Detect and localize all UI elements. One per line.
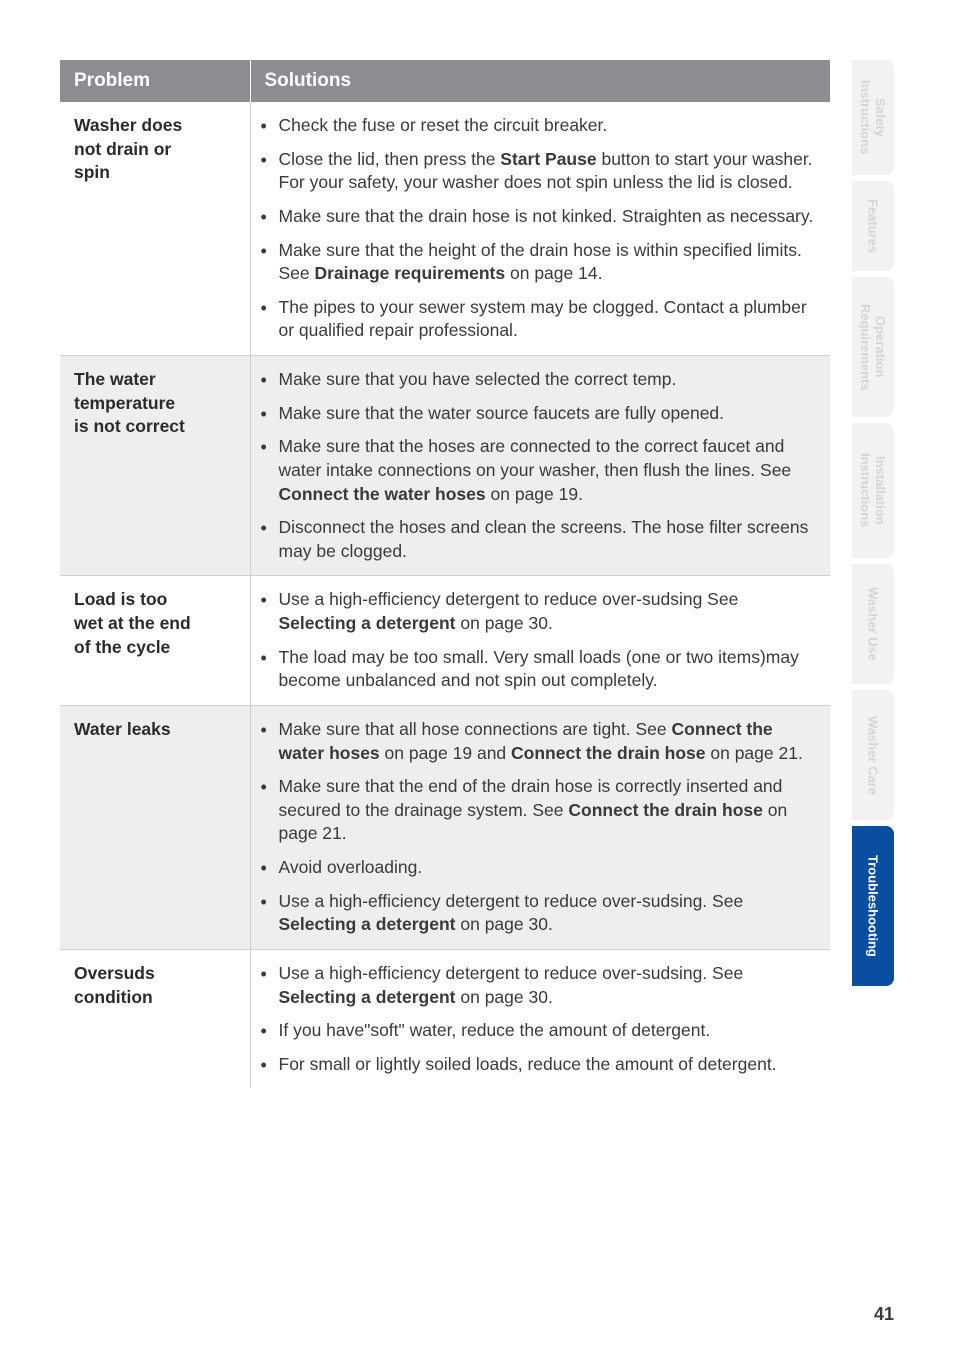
troubleshooting-table: Problem Solutions Washer doesnot drain o… [60,60,830,1088]
side-tab[interactable]: Washer Care [852,690,894,820]
solution-item: The pipes to your sewer system may be cl… [261,296,817,343]
solutions-cell: Make sure that you have selected the cor… [250,356,830,576]
solution-item: Use a high-efficiency detergent to reduc… [261,962,817,1009]
side-tab[interactable]: Safety Instructions [852,60,894,175]
side-tab[interactable]: Troubleshooting [852,826,894,986]
solution-item: The load may be too small. Very small lo… [261,646,817,693]
table-row: Washer doesnot drain orspin Check the fus… [60,102,830,356]
solutions-cell: Make sure that all hose connections are … [250,705,830,949]
solution-item: Make sure that the hoses are connected t… [261,435,817,506]
solutions-cell: Use a high-efficiency detergent to reduc… [250,949,830,1088]
solution-item: Use a high-efficiency detergent to reduc… [261,890,817,937]
solution-item: Make sure that the height of the drain h… [261,239,817,286]
solution-item: Make sure that the end of the drain hose… [261,775,817,846]
side-tab[interactable]: Installation Instructions [852,423,894,558]
solution-item: Close the lid, then press the Start Paus… [261,148,817,195]
solutions-cell: Check the fuse or reset the circuit brea… [250,102,830,356]
table-row: Load is toowet at the endof the cycleUse… [60,576,830,706]
problem-cell: Water leaks [60,705,250,949]
solutions-cell: Use a high-efficiency detergent to reduc… [250,576,830,706]
problem-cell: Washer doesnot drain orspin [60,102,250,356]
solution-item: Use a high-efficiency detergent to reduc… [261,588,817,635]
page-number: 41 [874,1304,894,1325]
solution-item: Make sure that you have selected the cor… [261,368,817,392]
solution-item: Disconnect the hoses and clean the scree… [261,516,817,563]
solution-item: Check the fuse or reset the circuit brea… [261,114,817,138]
col-header-problem: Problem [60,60,250,102]
col-header-solutions: Solutions [250,60,830,102]
solution-item: Make sure that the water source faucets … [261,402,817,426]
table-row: OversudsconditionUse a high-efficiency d… [60,949,830,1088]
solution-item: Avoid overloading. [261,856,817,880]
solution-item: For small or lightly soiled loads, reduc… [261,1053,817,1077]
problem-cell: Load is toowet at the endof the cycle [60,576,250,706]
side-tab[interactable]: Operation Requirements [852,277,894,417]
solution-item: Make sure that the drain hose is not kin… [261,205,817,229]
table-row: The watertemperatureis not correctMake s… [60,356,830,576]
side-tab[interactable]: Features [852,181,894,271]
problem-cell: The watertemperatureis not correct [60,356,250,576]
problem-cell: Oversudscondition [60,949,250,1088]
table-row: Water leaksMake sure that all hose conne… [60,705,830,949]
solution-item: Make sure that all hose connections are … [261,718,817,765]
solution-item: If you have"soft" water, reduce the amou… [261,1019,817,1043]
side-tabs: Safety Instructions Features Operation Req… [852,60,894,992]
side-tab[interactable]: Washer Use [852,564,894,684]
